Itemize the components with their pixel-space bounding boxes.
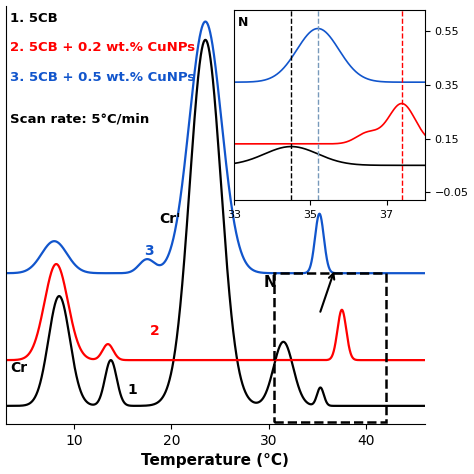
Text: 3: 3 <box>144 244 154 258</box>
Text: N: N <box>264 275 277 290</box>
Text: 2. 5CB + 0.2 wt.% CuNPs: 2. 5CB + 0.2 wt.% CuNPs <box>10 41 196 55</box>
Text: Cr: Cr <box>10 361 27 374</box>
Text: 1: 1 <box>128 383 137 397</box>
Text: Cr': Cr' <box>160 212 181 226</box>
Text: Scan rate: 5°C/min: Scan rate: 5°C/min <box>10 112 150 125</box>
Text: 1. 5CB: 1. 5CB <box>10 11 58 25</box>
Text: 3. 5CB + 0.5 wt.% CuNPs: 3. 5CB + 0.5 wt.% CuNPs <box>10 71 196 84</box>
Bar <box>273 273 386 422</box>
X-axis label: Temperature (°C): Temperature (°C) <box>141 454 289 468</box>
Text: 2: 2 <box>150 324 160 338</box>
